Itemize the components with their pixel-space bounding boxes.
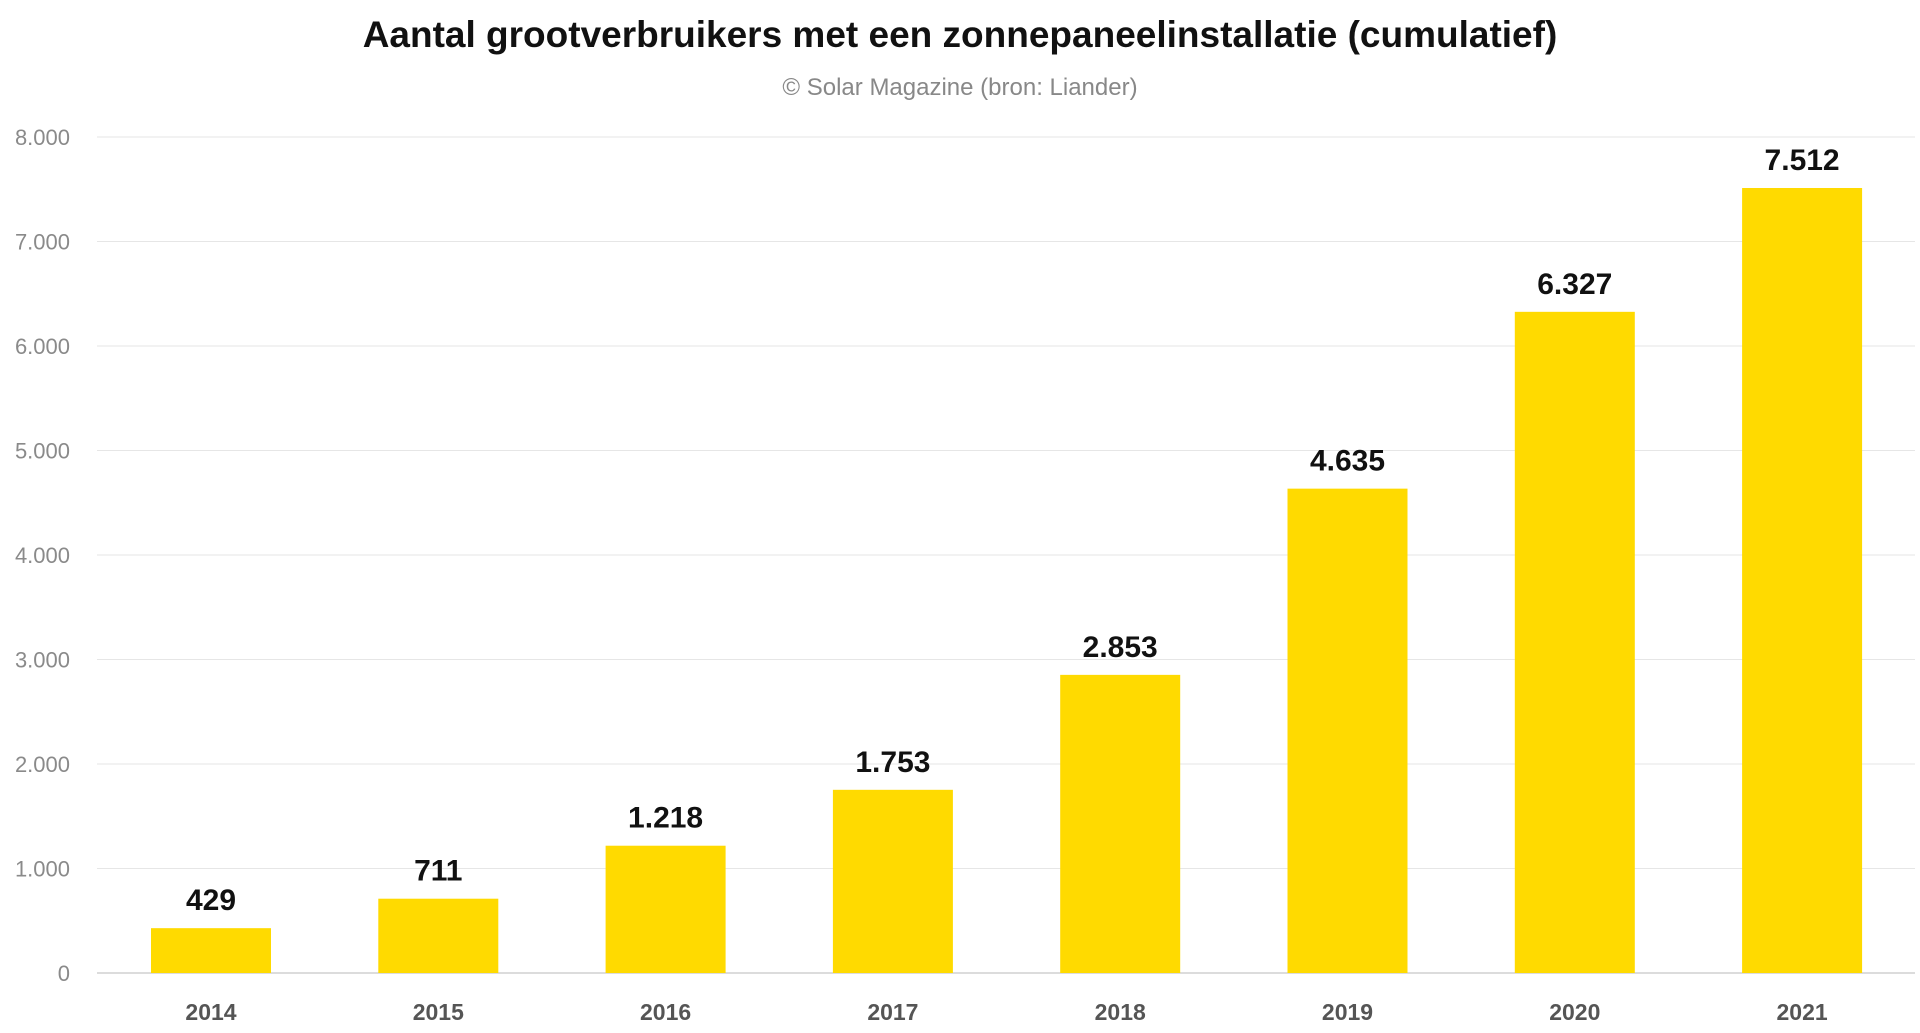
y-tick-label: 0 (58, 961, 70, 986)
bar (1514, 311, 1635, 973)
x-tick-label: 2021 (1777, 999, 1828, 1025)
x-tick-label: 2015 (413, 999, 464, 1025)
bar (1060, 674, 1181, 973)
data-label: 711 (414, 855, 462, 888)
data-label: 7.512 (1765, 144, 1840, 177)
data-label: 429 (186, 884, 236, 917)
y-tick-label: 3.000 (15, 648, 70, 673)
bar (832, 789, 953, 973)
y-tick-label: 1.000 (15, 857, 70, 882)
bar (1287, 488, 1408, 973)
bar (378, 898, 499, 973)
y-tick-label: 5.000 (15, 439, 70, 464)
y-tick-label: 7.000 (15, 230, 70, 255)
data-label: 1.753 (855, 746, 930, 779)
x-tick-label: 2016 (640, 999, 691, 1025)
data-label: 2.853 (1083, 631, 1158, 664)
y-tick-label: 2.000 (15, 752, 70, 777)
y-tick-label: 8.000 (15, 125, 70, 150)
chart-subtitle: © Solar Magazine (bron: Liander) (782, 74, 1138, 101)
chart-title: Aantal grootverbruikers met een zonnepan… (362, 14, 1558, 55)
data-label: 6.327 (1537, 268, 1612, 301)
x-tick-label: 2017 (867, 999, 918, 1025)
y-tick-label: 4.000 (15, 543, 70, 568)
bar (1742, 187, 1863, 974)
bar (605, 845, 726, 973)
x-tick-label: 2014 (185, 999, 236, 1025)
data-label: 4.635 (1310, 445, 1385, 478)
y-tick-label: 6.000 (15, 334, 70, 359)
x-tick-label: 2018 (1095, 999, 1146, 1025)
x-tick-label: 2020 (1549, 999, 1600, 1025)
x-tick-label: 2019 (1322, 999, 1373, 1025)
bar (151, 928, 271, 973)
data-label: 1.218 (628, 802, 703, 835)
